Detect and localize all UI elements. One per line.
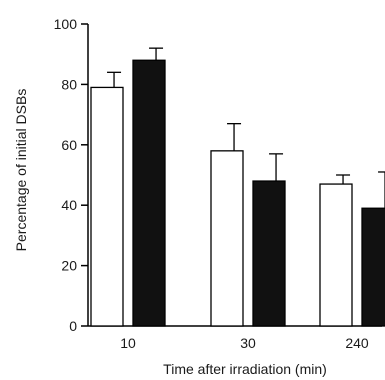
- x-tick-label: 240: [345, 335, 369, 351]
- y-tick-label: 20: [61, 258, 77, 274]
- y-tick-label: 100: [54, 16, 78, 32]
- y-tick-label: 0: [69, 318, 77, 334]
- y-tick-label: 80: [61, 76, 77, 92]
- x-axis-title: Time after irradiation (min): [163, 361, 327, 377]
- bar-black: [252, 180, 286, 327]
- bar-white: [319, 183, 353, 327]
- x-tick-label: 30: [240, 335, 256, 351]
- x-tick-labels: 10 30 240: [120, 335, 369, 351]
- bar-black: [361, 207, 385, 327]
- y-tick-label: 40: [61, 197, 77, 213]
- bars-group: [90, 47, 385, 327]
- y-axis-title: Percentage of initial DSBs: [13, 89, 29, 252]
- bar-white: [210, 150, 244, 327]
- y-tick-label: 60: [61, 137, 77, 153]
- y-axis-ticks: 0 20 40 60 80 100: [54, 16, 88, 334]
- bar-white: [90, 86, 124, 327]
- x-tick-label: 10: [120, 335, 136, 351]
- bar-black: [132, 59, 166, 327]
